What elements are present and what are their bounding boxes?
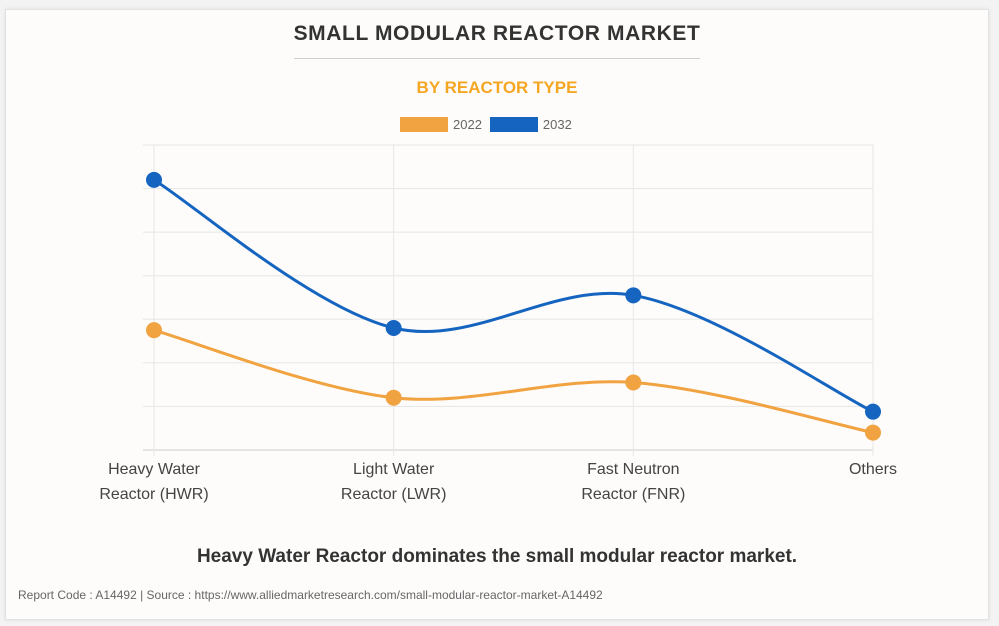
legend-item-2032[interactable]: 2032 [489,117,572,132]
data-point-2032 [625,287,642,304]
data-point-2022 [865,424,881,441]
legend: 2022 2032 [400,117,580,132]
data-point-2022 [146,322,162,339]
data-point-2022 [385,389,402,406]
data-point-2032 [865,403,881,420]
x-tick-label: Others [849,461,897,478]
x-tick-label: Fast Neutron Reactor (FNR) [581,461,685,503]
legend-item-2022[interactable]: 2022 [400,117,482,132]
chart-title: SMALL MODULAR REACTOR MARKET [293,22,701,45]
legend-label-2032: 2032 [542,117,572,132]
data-point-2032 [146,171,162,188]
series-line-2032 [153,178,874,414]
data-point-2022 [625,374,642,391]
chart-headline: Heavy Water Reactor dominates the small … [196,546,798,567]
legend-label-2022: 2022 [453,117,482,132]
title-divider [294,58,700,59]
x-tick-label: Light Water Reactor (LWR) [341,461,447,503]
source-footer: Report Code : A14492 | Source : https://… [18,588,603,602]
data-point-2032 [385,320,402,336]
chart-card [5,9,989,620]
chart-subtitle: BY REACTOR TYPE [416,78,578,97]
legend-swatch-2022 [400,117,448,132]
legend-swatch-2032 [489,117,538,132]
series-line-2022 [153,328,874,435]
x-tick-label: Heavy Water Reactor (HWR) [99,461,208,503]
